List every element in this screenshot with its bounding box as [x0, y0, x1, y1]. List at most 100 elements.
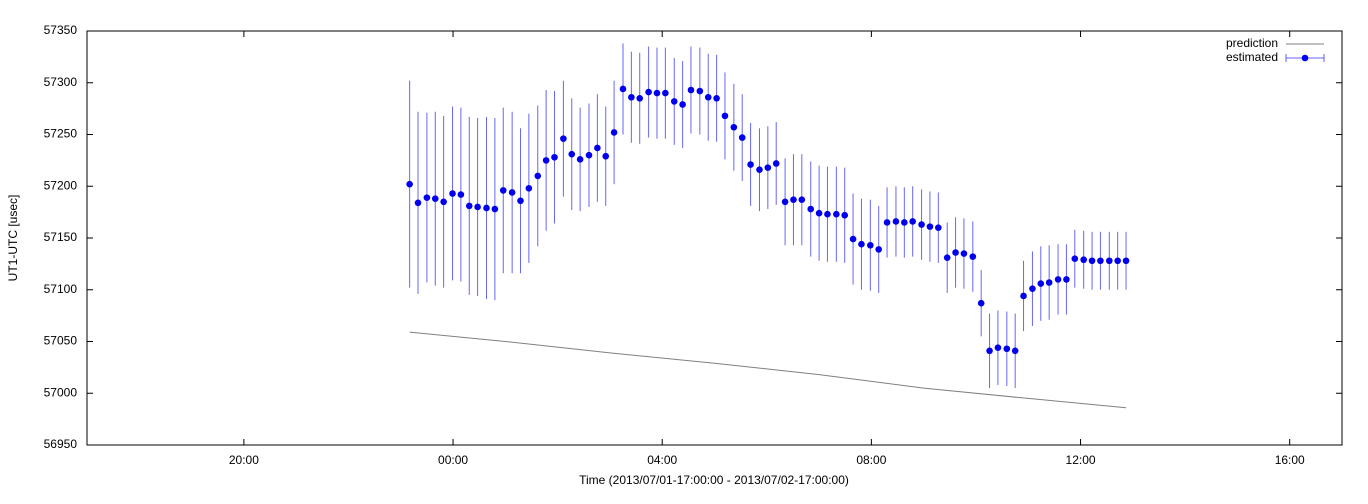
y-tick-label: 57000 [44, 385, 78, 399]
data-point [696, 87, 704, 95]
data-point [619, 85, 627, 93]
data-point [449, 190, 456, 197]
data-point [824, 210, 831, 218]
data-point [918, 221, 925, 228]
data-point [525, 185, 533, 192]
data-point [457, 191, 465, 198]
x-tick-label: 04:00 [647, 453, 677, 467]
data-point [551, 153, 558, 161]
data-point [713, 94, 720, 102]
data-point [1029, 285, 1036, 293]
data-point [653, 89, 661, 97]
x-tick-label: 16:00 [1275, 453, 1305, 467]
data-point [662, 89, 669, 97]
y-tick-label: 57050 [44, 334, 78, 348]
data-point [943, 254, 951, 261]
data-point [798, 196, 806, 204]
data-point [747, 161, 754, 168]
legend-label: prediction [1226, 36, 1278, 50]
data-point [602, 152, 610, 160]
data-point [1063, 276, 1070, 283]
data-point [1003, 345, 1011, 353]
data-point [1097, 257, 1104, 265]
data-point [790, 196, 797, 204]
y-tick-label: 57200 [44, 178, 78, 192]
data-point [687, 86, 695, 94]
data-point [1071, 255, 1079, 262]
y-tick-label: 56950 [44, 437, 78, 451]
data-point [756, 166, 763, 173]
data-point [833, 210, 840, 218]
data-point [542, 157, 550, 164]
data-point [892, 218, 900, 225]
data-point [628, 93, 635, 101]
data-point [935, 224, 942, 231]
plot-frame [86, 30, 1343, 446]
y-tick-label: 57150 [44, 230, 78, 244]
y-axis-label: UT1-UTC [usec] [6, 195, 20, 282]
data-point [858, 240, 865, 248]
data-point [781, 198, 789, 206]
data-point [645, 88, 652, 96]
data-point [807, 205, 815, 213]
data-point [594, 144, 601, 152]
data-point [1080, 256, 1087, 264]
data-point [423, 194, 431, 201]
data-point [508, 189, 516, 196]
data-point [585, 151, 593, 159]
data-point [926, 223, 934, 230]
data-point [1054, 276, 1062, 283]
prediction-line [409, 331, 1127, 409]
data-point [491, 205, 499, 213]
data-point [764, 164, 772, 171]
data-point [1114, 257, 1121, 265]
data-point [730, 123, 738, 131]
data-point [721, 112, 729, 120]
y-tick-label: 57100 [44, 282, 78, 296]
data-point [610, 129, 618, 136]
data-point [738, 134, 746, 141]
data-point [406, 180, 413, 188]
data-point [952, 249, 959, 256]
data-point [977, 299, 985, 307]
x-tick-label: 12:00 [1066, 453, 1096, 467]
data-point [867, 241, 874, 249]
data-point [883, 219, 891, 226]
data-point [994, 344, 1002, 352]
data-point [517, 197, 524, 205]
data-point [568, 150, 576, 158]
data-point [1088, 257, 1096, 265]
data-point [670, 98, 678, 105]
data-point [1122, 257, 1130, 265]
data-point [474, 203, 481, 211]
data-point [909, 218, 916, 225]
x-tick-label: 08:00 [856, 453, 886, 467]
data-point [1106, 257, 1113, 265]
data-point [1037, 280, 1045, 287]
data-point [815, 209, 823, 217]
data-point [576, 156, 584, 163]
y-tick-label: 57250 [44, 127, 78, 141]
x-axis-label: Time (2013/07/01-17:00:00 - 2013/07/02-1… [579, 473, 849, 487]
x-tick-label: 00:00 [438, 453, 468, 467]
data-point [704, 93, 712, 101]
data-point [431, 195, 439, 202]
data-point [499, 187, 507, 194]
data-point [960, 250, 968, 257]
data-point [772, 160, 780, 167]
data-point [841, 211, 849, 219]
data-point [534, 172, 542, 180]
y-tick-label: 57350 [44, 23, 78, 37]
data-point [1011, 347, 1019, 355]
legend-swatch [1301, 54, 1309, 62]
data-point [1020, 292, 1027, 300]
y-tick-label: 57300 [44, 75, 78, 89]
data-point [414, 199, 422, 207]
data-point [849, 235, 857, 243]
data-point [901, 219, 908, 226]
data-point [560, 135, 567, 142]
legend-label: estimated [1226, 50, 1278, 64]
data-point [636, 94, 644, 102]
data-point [465, 202, 473, 210]
